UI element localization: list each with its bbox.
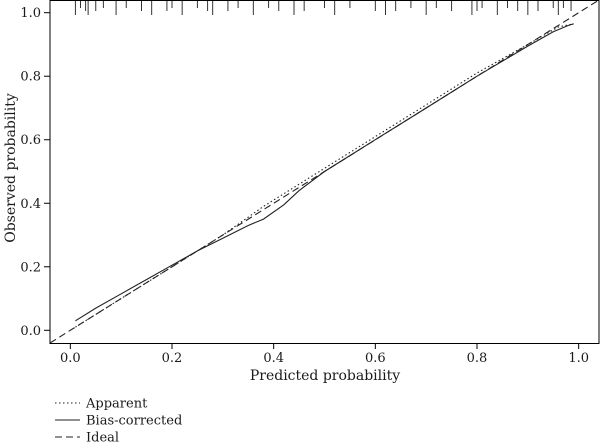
y-axis-label: Observed probability bbox=[3, 93, 19, 243]
x-tick-label: 0.6 bbox=[365, 351, 386, 366]
y-tick-label: 0.8 bbox=[20, 70, 41, 85]
y-tick-label: 0.6 bbox=[20, 133, 41, 148]
plot-area bbox=[49, 0, 600, 344]
x-axis: 0.0 0.2 0.4 0.6 0.8 1.0 bbox=[60, 343, 589, 366]
x-axis-label: Predicted probability bbox=[250, 368, 400, 384]
legend: Apparent Bias-corrected Ideal bbox=[55, 397, 182, 446]
y-tick-label: 0.0 bbox=[20, 324, 41, 339]
y-tick-label: 1.0 bbox=[20, 6, 41, 21]
y-tick-label: 0.4 bbox=[20, 197, 41, 212]
legend-label: Ideal bbox=[86, 431, 119, 446]
series-lines bbox=[50, 0, 599, 343]
series-line-ideal bbox=[50, 0, 599, 343]
x-tick-label: 0.2 bbox=[162, 351, 183, 366]
y-tick-label: 0.2 bbox=[20, 260, 41, 275]
legend-label: Apparent bbox=[85, 397, 148, 412]
x-tick-label: 0.8 bbox=[467, 351, 488, 366]
x-tick-label: 0.0 bbox=[60, 351, 81, 366]
series-line-apparent bbox=[75, 23, 574, 328]
x-tick-label: 0.4 bbox=[263, 351, 284, 366]
y-axis: 0.0 0.2 0.4 0.6 0.8 1.0 bbox=[20, 6, 50, 339]
legend-label: Bias-corrected bbox=[86, 414, 182, 429]
x-tick-label: 1.0 bbox=[568, 351, 589, 366]
plot-frame bbox=[49, 0, 600, 344]
rug-marks bbox=[74, 1, 572, 15]
series-line-bias-corrected bbox=[75, 23, 574, 322]
